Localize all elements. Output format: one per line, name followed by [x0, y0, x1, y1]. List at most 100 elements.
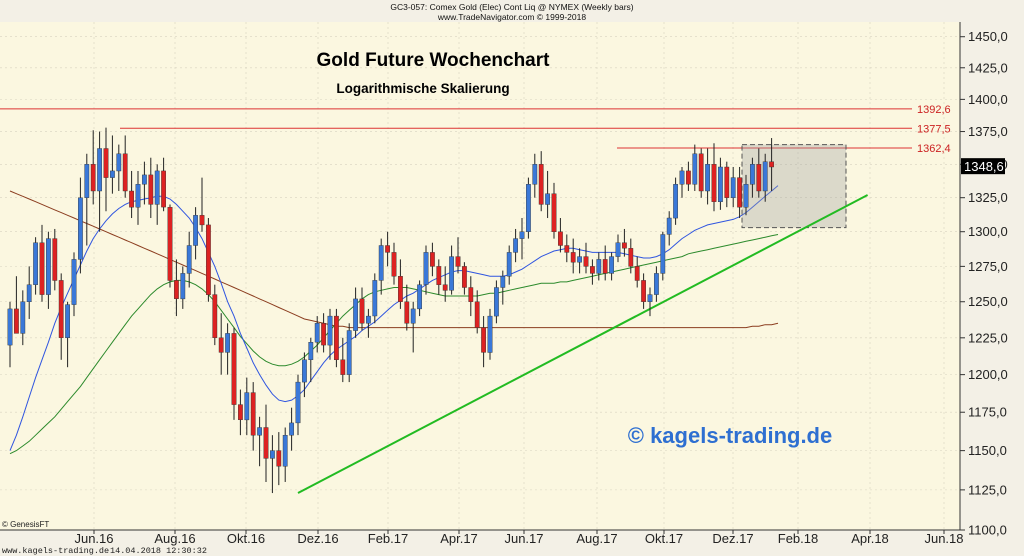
data-credit: © GenesisFT: [2, 520, 49, 529]
candle-down: [474, 301, 480, 328]
candle-up: [295, 381, 301, 424]
candle-down: [103, 148, 109, 178]
candle-down: [698, 153, 704, 192]
xtick-label: Jun.16: [74, 531, 113, 546]
candle-up: [97, 148, 103, 192]
ytick-label: 1125,0: [968, 482, 1007, 497]
xtick-label: Jun.17: [504, 531, 543, 546]
ytick-label: 1425,0: [968, 60, 1008, 75]
candle-down: [340, 359, 346, 375]
candle-up: [577, 256, 583, 263]
candle-up: [609, 256, 615, 274]
candle-down: [462, 266, 467, 288]
uptrend-line: [297, 194, 869, 494]
last-price-box: [961, 158, 1005, 175]
resistance-levels: 1392,6 1377,5 1362,4: [0, 104, 951, 155]
time-axis: Jun.16 Aug.16 Okt.16 Dez.16 Feb.17 Apr.17 Jun.…: [74, 530, 964, 546]
candle-down: [404, 301, 410, 324]
candle-up: [314, 323, 320, 343]
candle-up: [46, 238, 51, 295]
candle-down: [558, 231, 563, 246]
ytick-label: 1325,0: [968, 190, 1008, 205]
candle-up: [762, 161, 768, 192]
candle-down: [686, 170, 691, 185]
candle-up: [410, 308, 416, 324]
candle-down: [641, 280, 647, 302]
candle-up: [65, 304, 71, 339]
xtick-label: Dez.16: [297, 531, 338, 546]
chart-title: Gold Future Wochenchart: [317, 50, 551, 71]
level-label: 1392,6: [917, 104, 951, 116]
candle-down: [173, 280, 179, 299]
candle-up: [109, 170, 115, 178]
ma-mid-line: [9, 234, 779, 455]
candle-down: [442, 284, 448, 291]
candle-up: [545, 193, 551, 205]
candle-down: [231, 333, 237, 405]
candle-up: [596, 259, 602, 274]
candle-up: [679, 170, 685, 185]
trendline-segment: [297, 194, 869, 494]
candle-up: [71, 259, 77, 305]
candle-up: [308, 342, 314, 361]
candle-down: [468, 287, 474, 302]
footer-website: www.kagels-trading.de: [2, 546, 109, 556]
level-label: 1377,5: [917, 123, 951, 135]
xtick-label: Apr.18: [851, 531, 889, 546]
candle-down: [769, 161, 775, 168]
candle-up: [270, 450, 275, 459]
candle-up: [353, 298, 358, 331]
candle-up: [116, 153, 122, 172]
candle-up: [77, 197, 83, 260]
candle-up: [193, 215, 198, 246]
candle-up: [750, 164, 755, 185]
ytick-label: 1300,0: [968, 224, 1008, 239]
candle-up: [302, 359, 307, 383]
candle-up: [257, 427, 262, 436]
ytick-label: 1450,0: [968, 29, 1008, 44]
candle-up: [705, 164, 711, 192]
ytick-label: 1250,0: [968, 294, 1008, 309]
ytick-label: 1175,0: [968, 405, 1007, 420]
chart-header-line1: GC3-057: Comex Gold (Elec) Cont Liq @ NY…: [390, 2, 633, 12]
ytick-label: 1150,0: [968, 443, 1007, 458]
candle-up: [417, 284, 422, 310]
level-label: 1362,4: [917, 143, 951, 155]
candle-down: [58, 280, 64, 338]
candle-up: [506, 252, 512, 277]
candle-up: [532, 164, 538, 185]
candle-up: [289, 422, 294, 436]
candle-down: [551, 193, 557, 232]
xtick-label: Apr.17: [440, 531, 478, 546]
candle-down: [391, 252, 397, 277]
xtick-label: Okt.17: [645, 531, 683, 546]
candle-down: [756, 164, 762, 192]
candle-down: [263, 427, 269, 459]
candle-down: [737, 177, 743, 208]
candle-down: [628, 248, 634, 267]
candle-up: [519, 231, 525, 239]
candle-up: [615, 242, 621, 257]
candle-down: [129, 190, 134, 208]
candlesticks: [7, 127, 775, 494]
candle-up: [666, 217, 672, 235]
xtick-label: Feb.18: [778, 531, 818, 546]
candle-down: [122, 153, 128, 192]
candle-up: [378, 245, 384, 281]
candle-up: [20, 301, 26, 334]
candle-up: [743, 184, 749, 208]
candle-up: [423, 252, 429, 285]
candle-down: [212, 294, 218, 339]
candle-up: [660, 234, 666, 274]
candle-down: [276, 450, 282, 467]
ma-slow-line: [9, 190, 779, 329]
candle-up: [141, 174, 147, 185]
candle-down: [218, 337, 224, 353]
candle-down: [724, 166, 730, 198]
footer-timestamp: 14.04.2018 12:30:32: [110, 546, 207, 556]
candle-down: [334, 315, 339, 361]
ytick-label: 1225,0: [968, 330, 1008, 345]
candle-down: [13, 308, 19, 334]
candle-down: [602, 259, 608, 274]
